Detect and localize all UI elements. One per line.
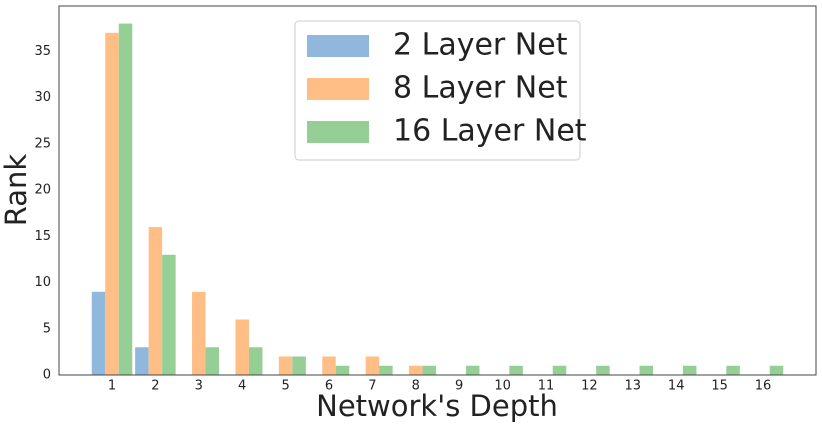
plot-frame xyxy=(58,5,817,376)
legend-label: 16 Layer Net xyxy=(393,114,587,149)
bar xyxy=(335,365,350,375)
bar xyxy=(465,365,480,375)
bar xyxy=(162,254,176,375)
bar xyxy=(118,23,133,375)
y-axis-label: Rank xyxy=(0,154,33,227)
y-tick-label: 15 xyxy=(34,229,51,244)
bar xyxy=(235,319,249,375)
bar xyxy=(192,291,206,375)
legend-label: 8 Layer Net xyxy=(393,71,568,106)
bar xyxy=(91,291,106,375)
bar xyxy=(322,356,336,375)
x-tick-label: 14 xyxy=(668,379,685,394)
x-tick-label: 7 xyxy=(368,379,376,394)
y-tick-label: 25 xyxy=(34,136,51,151)
legend-swatch xyxy=(307,35,369,57)
bar xyxy=(148,227,163,375)
bar xyxy=(379,365,393,375)
legend-swatch xyxy=(307,78,369,100)
bar xyxy=(278,356,293,375)
bar xyxy=(365,356,380,375)
x-tick-label: 4 xyxy=(238,379,246,394)
bar xyxy=(552,365,567,375)
x-tick-label: 9 xyxy=(455,379,463,394)
y-tick-label: 5 xyxy=(43,321,51,336)
x-tick-label: 8 xyxy=(412,379,420,394)
x-tick-label: 3 xyxy=(195,379,203,394)
bar xyxy=(135,347,149,375)
y-tick-label: 35 xyxy=(34,44,51,59)
y-tick-label: 0 xyxy=(43,368,51,383)
x-tick-label: 6 xyxy=(325,379,333,394)
bar xyxy=(509,365,523,375)
bar xyxy=(596,365,610,375)
x-tick-label: 11 xyxy=(538,379,555,394)
legend-swatch xyxy=(307,121,369,143)
x-tick-label: 12 xyxy=(581,379,598,394)
x-tick-label: 5 xyxy=(281,379,289,394)
x-tick-label: 13 xyxy=(625,379,642,394)
y-tick-label: 30 xyxy=(34,90,51,105)
bar xyxy=(292,356,306,375)
x-tick-label: 2 xyxy=(151,379,159,394)
x-tick-label: 1 xyxy=(108,379,116,394)
x-tick-label: 16 xyxy=(755,379,772,394)
bar xyxy=(682,365,697,375)
bar xyxy=(726,365,740,375)
x-tick-label: 15 xyxy=(711,379,728,394)
bar xyxy=(248,347,263,375)
legend-label: 2 Layer Net xyxy=(393,28,568,63)
bar xyxy=(105,32,119,375)
x-tick-label: 10 xyxy=(494,379,511,394)
y-tick-label: 20 xyxy=(34,183,51,198)
y-tick-label: 10 xyxy=(34,275,51,290)
bar xyxy=(769,365,784,375)
bar xyxy=(422,365,437,375)
bar xyxy=(409,365,423,375)
bar xyxy=(205,347,220,375)
x-axis-label: Network's Depth xyxy=(316,389,558,423)
bar xyxy=(639,365,654,375)
